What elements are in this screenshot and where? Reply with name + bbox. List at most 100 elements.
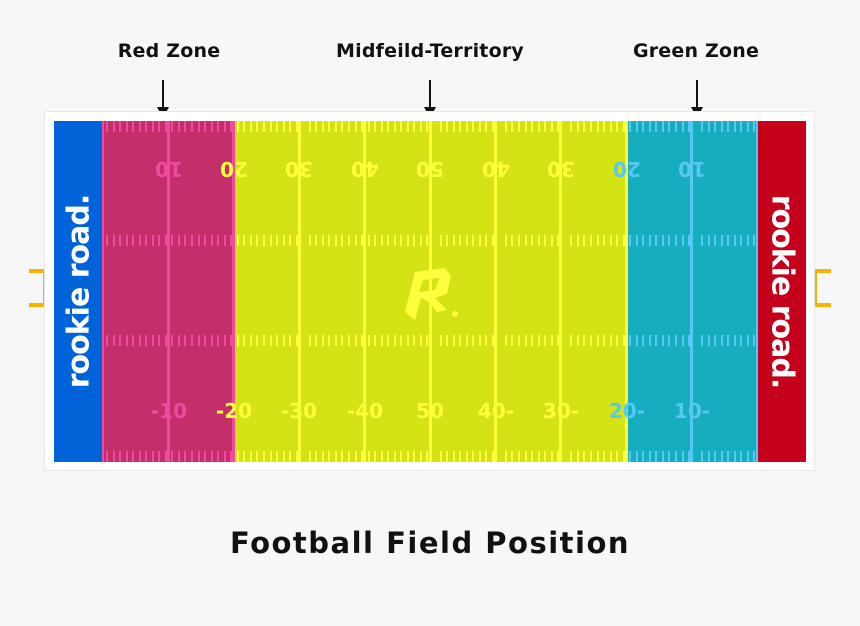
hash-mark <box>603 121 606 132</box>
hash-mark <box>184 121 187 132</box>
hash-mark <box>753 235 756 246</box>
hash-mark <box>295 235 298 246</box>
hash-mark <box>184 235 187 246</box>
hash-mark <box>537 451 540 462</box>
hash-mark <box>413 451 416 462</box>
hash-mark <box>341 335 344 346</box>
hash-mark <box>256 235 259 246</box>
hash-mark <box>504 121 507 132</box>
hash-mark <box>740 335 743 346</box>
hash-mark <box>321 335 324 346</box>
hash-mark <box>465 335 468 346</box>
yard-number-bottom: 30- <box>542 399 580 423</box>
hash-mark <box>374 451 377 462</box>
hash-mark <box>191 235 194 246</box>
hash-mark <box>616 121 619 132</box>
hash-mark <box>308 335 311 346</box>
hash-mark <box>537 335 540 346</box>
hash-mark <box>145 451 148 462</box>
hash-mark <box>452 335 455 346</box>
hash-mark <box>570 335 573 346</box>
left-end-zone: rookie road. <box>54 121 103 462</box>
hash-mark <box>328 121 331 132</box>
hash-mark <box>230 451 233 462</box>
hash-mark <box>668 121 671 132</box>
hash-mark <box>629 451 632 462</box>
hash-mark <box>603 451 606 462</box>
hash-mark <box>688 451 691 462</box>
hash-mark <box>230 235 233 246</box>
hash-mark <box>504 335 507 346</box>
hash-mark <box>223 335 226 346</box>
hash-mark <box>629 235 632 246</box>
hash-mark <box>550 235 553 246</box>
hash-mark <box>354 121 357 132</box>
hash-mark <box>406 121 409 132</box>
hash-mark <box>459 235 462 246</box>
hash-mark <box>583 235 586 246</box>
hash-mark <box>478 451 481 462</box>
hash-mark <box>452 451 455 462</box>
hash-mark <box>688 335 691 346</box>
hash-mark <box>459 121 462 132</box>
hash-mark <box>753 451 756 462</box>
yard-line <box>493 121 497 462</box>
yard-line <box>232 121 236 462</box>
hash-mark <box>125 235 128 246</box>
hash-mark <box>119 451 122 462</box>
hash-mark <box>583 335 586 346</box>
goal-line <box>756 121 758 462</box>
hash-mark <box>511 451 514 462</box>
hash-mark <box>138 121 141 132</box>
yard-number-top: 30 <box>547 157 575 181</box>
yard-line <box>559 121 563 462</box>
hash-mark <box>426 451 429 462</box>
hash-mark <box>145 121 148 132</box>
hash-mark <box>472 335 475 346</box>
hash-mark <box>256 451 259 462</box>
hash-mark <box>269 451 272 462</box>
hash-mark <box>544 235 547 246</box>
football-field: rookie road. rookie road. 10 20 30 40 50… <box>54 121 806 462</box>
hash-mark <box>400 451 403 462</box>
hash-mark <box>674 121 677 132</box>
hash-mark <box>406 335 409 346</box>
hash-mark <box>393 121 396 132</box>
hash-mark <box>472 121 475 132</box>
hash-mark <box>544 335 547 346</box>
hash-mark <box>125 451 128 462</box>
yard-line <box>166 121 170 462</box>
hash-mark <box>171 121 174 132</box>
hash-mark <box>727 121 730 132</box>
hash-mark <box>426 121 429 132</box>
hash-mark <box>655 235 658 246</box>
hash-mark <box>753 335 756 346</box>
hash-mark <box>106 121 108 132</box>
hash-mark <box>249 451 252 462</box>
hash-mark <box>204 235 207 246</box>
hash-mark <box>106 335 108 346</box>
hash-mark <box>328 451 331 462</box>
hash-mark <box>217 121 220 132</box>
hash-mark <box>315 451 318 462</box>
hash-mark <box>714 121 717 132</box>
hash-mark <box>361 235 364 246</box>
hash-mark <box>236 451 239 462</box>
hash-mark <box>668 235 671 246</box>
hash-mark <box>629 335 632 346</box>
hash-mark <box>439 451 442 462</box>
hash-mark <box>603 235 606 246</box>
yard-number-bottom: -10 <box>150 399 188 423</box>
hash-mark <box>217 451 220 462</box>
right-end-zone: rookie road. <box>757 121 806 462</box>
hash-mark <box>249 335 252 346</box>
hash-mark <box>733 451 736 462</box>
yard-number-bottom: -30 <box>280 399 318 423</box>
hash-mark <box>642 235 645 246</box>
hash-mark <box>184 451 187 462</box>
hash-mark <box>714 235 717 246</box>
hash-mark <box>681 451 684 462</box>
hash-mark <box>197 121 200 132</box>
hash-mark <box>596 235 599 246</box>
hash-mark <box>622 235 625 246</box>
